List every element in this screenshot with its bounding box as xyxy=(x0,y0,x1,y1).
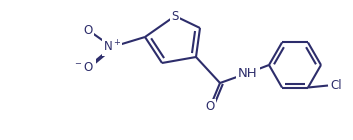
Text: Cl: Cl xyxy=(330,79,342,92)
Text: NH: NH xyxy=(238,66,258,80)
Text: N$^+$: N$^+$ xyxy=(103,39,121,55)
Text: O: O xyxy=(83,24,92,37)
Text: S: S xyxy=(171,10,179,23)
Text: O: O xyxy=(205,101,215,114)
Text: $^-$O: $^-$O xyxy=(73,60,95,74)
